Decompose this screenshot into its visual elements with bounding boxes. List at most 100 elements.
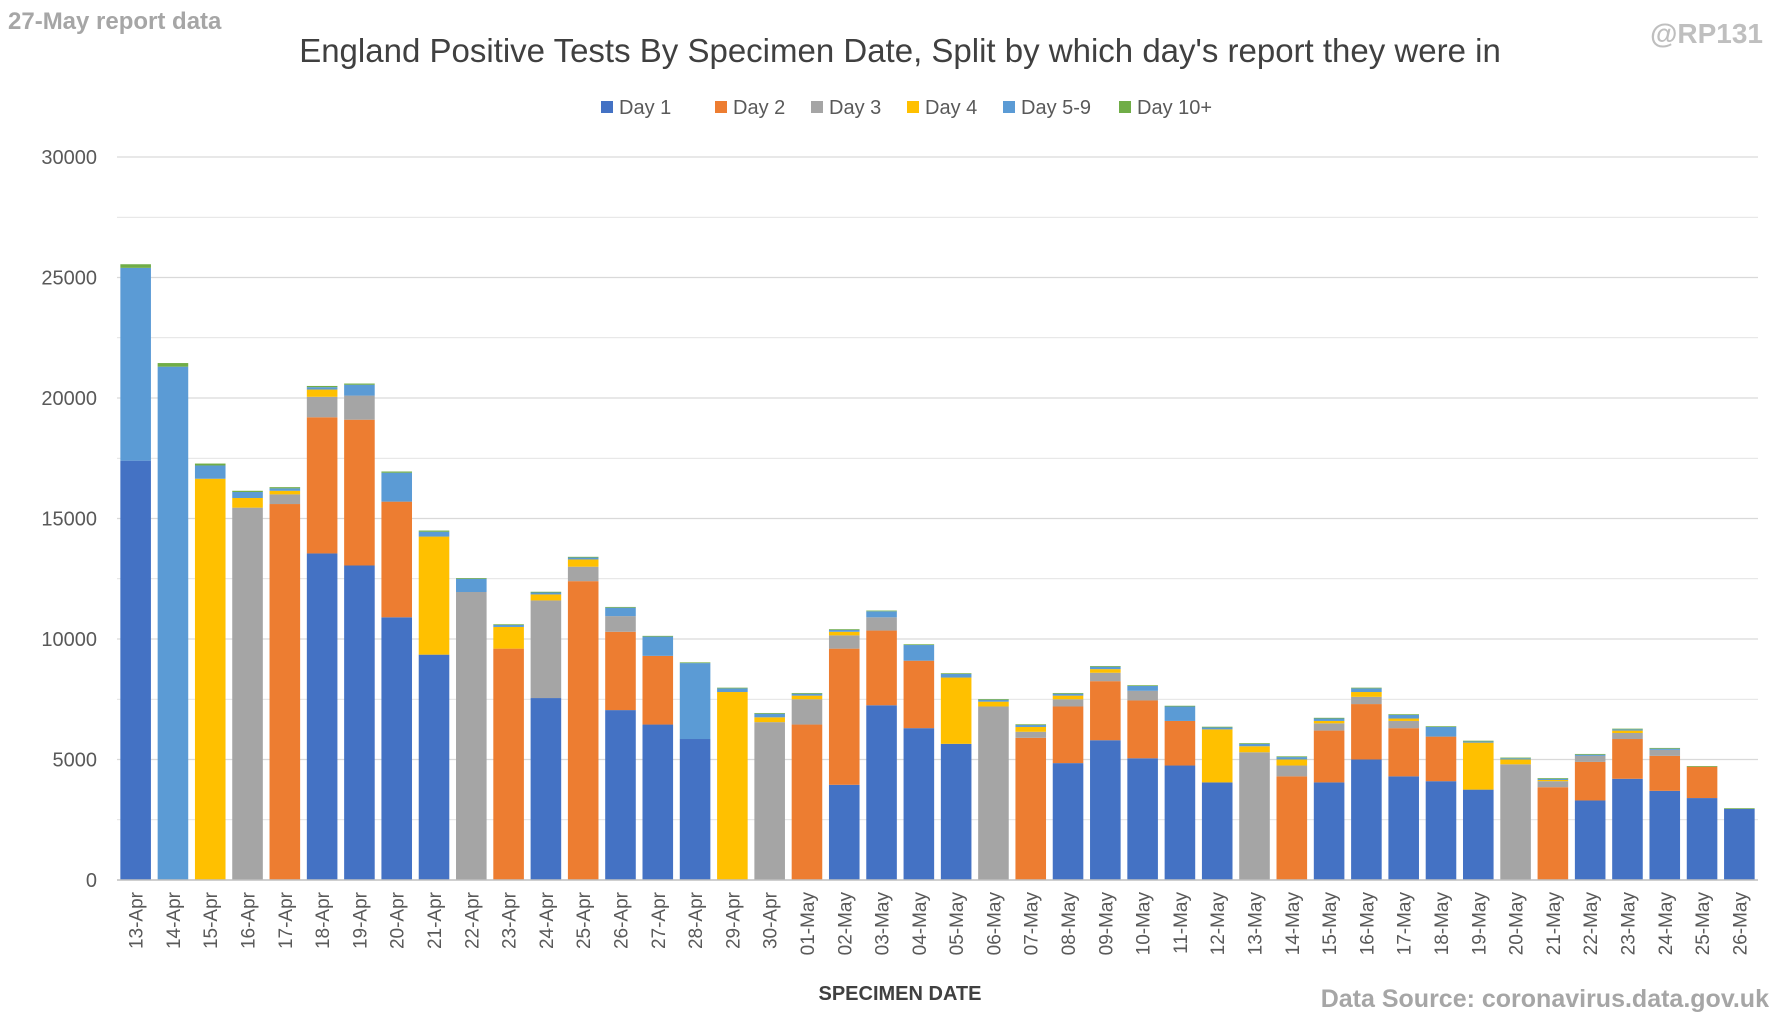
x-tick-label: 22-Apr (462, 891, 483, 949)
x-tick-label: 26-May (1730, 892, 1751, 956)
bar-segment (269, 487, 301, 489)
bar-segment (306, 396, 338, 418)
legend-label: Day 1 (619, 97, 671, 119)
bar-segment (1425, 736, 1457, 782)
bar-segment (1090, 672, 1121, 682)
bar-segment (567, 556, 599, 558)
bar-segment (1724, 808, 1755, 880)
bar-segment (828, 629, 860, 630)
bar-segment (940, 673, 972, 674)
legend-label: Day 4 (925, 97, 977, 119)
bar-segment (530, 592, 562, 595)
bar-segment (1537, 778, 1569, 779)
x-tick-label: 24-Apr (537, 891, 558, 949)
bar-segment (940, 677, 972, 744)
bar-segment (530, 594, 562, 601)
legend-label: Day 10+ (1137, 97, 1212, 119)
report-date-label: 27-May report data (8, 8, 222, 35)
bar-segment (940, 673, 972, 678)
x-tick-label: 26-Apr (611, 891, 632, 949)
bar-segment (1090, 665, 1121, 667)
x-tick-label: 14-May (1283, 892, 1304, 956)
bar-segment (903, 645, 935, 661)
bar-segment (754, 713, 785, 718)
bar-segment (381, 472, 413, 502)
bar-segment (269, 504, 301, 880)
bar-segment (605, 631, 636, 711)
bar-segment (1052, 706, 1084, 764)
bar-segment (866, 630, 897, 706)
bar-segment (1388, 776, 1419, 880)
bar-segment (1537, 787, 1569, 880)
bar-segment (1462, 740, 1494, 742)
bar-segment (381, 471, 413, 473)
bar-segment (1313, 782, 1345, 880)
bar-segment (1612, 728, 1643, 730)
bar-segment (605, 606, 636, 608)
bar-segment (567, 566, 599, 582)
data-source-label: Data Source: coronavirus.data.gov.uk (1320, 985, 1769, 1013)
x-tick-label: 07-May (1022, 892, 1043, 956)
x-tick-label: 02-May (835, 892, 856, 956)
bar-segment (866, 610, 897, 612)
y-tick-label: 10000 (41, 629, 97, 651)
bar-segment (978, 699, 1009, 700)
bar-segment (791, 693, 823, 696)
x-tick-label: 19-Apr (350, 891, 371, 949)
chart-title: England Positive Tests By Specimen Date,… (299, 32, 1501, 69)
x-tick-label: 11-May (1171, 892, 1192, 954)
bar-segment (1090, 681, 1121, 741)
bar-segment (456, 578, 487, 579)
x-tick-label: 27-Apr (649, 891, 670, 949)
x-tick-label: 19-May (1469, 892, 1490, 956)
bar-segment (605, 710, 636, 880)
bar-segment (1686, 766, 1718, 767)
x-axis-ticks: 13-Apr 14-Apr 15-Apr 16-Apr 17-Apr 18-Apr 19-A… (127, 891, 1752, 955)
y-tick-label: 15000 (41, 509, 97, 531)
bar-segment (1276, 759, 1308, 766)
y-tick-label: 25000 (41, 268, 97, 290)
bar-segment (1313, 718, 1345, 721)
bar-segment (530, 591, 562, 593)
x-tick-label: 01-May (798, 892, 819, 956)
bar-segment (642, 635, 674, 637)
bar-segment (1127, 700, 1158, 759)
legend-label: Day 3 (829, 97, 881, 119)
bar-segment (1425, 726, 1457, 737)
bar-segment (1649, 749, 1681, 756)
bar-segment (978, 706, 1009, 880)
x-tick-label: 25-May (1693, 892, 1714, 956)
bar-segment (1500, 759, 1531, 765)
legend-label: Day 5-9 (1021, 97, 1091, 119)
bar-segment (679, 739, 711, 880)
legend-item: Day 4 (907, 97, 977, 119)
x-tick-label: 25-Apr (574, 891, 595, 949)
bar-segment (1052, 695, 1084, 700)
bar-segment (232, 491, 263, 499)
bar-segment (1127, 685, 1158, 691)
bar-segment (120, 267, 151, 461)
bar-segment (1201, 782, 1233, 880)
x-tick-label: 12-May (1208, 892, 1229, 956)
x-tick-label: 18-Apr (313, 891, 334, 949)
bar-segment (1500, 758, 1531, 760)
legend-swatch (811, 101, 823, 113)
bar-segment (493, 624, 524, 626)
bar-segment (418, 531, 450, 537)
x-tick-label: 18-May (1432, 892, 1453, 956)
x-tick-label: 30-Apr (761, 891, 782, 949)
bar-segment (1574, 754, 1606, 756)
bar-segment (1612, 730, 1643, 733)
x-tick-label: 13-Apr (127, 891, 148, 949)
bar-segment (1239, 752, 1270, 880)
x-tick-label: 23-May (1618, 892, 1639, 956)
bar-segment (1201, 726, 1233, 728)
bar-segment (866, 617, 897, 631)
bar-segment (493, 625, 524, 627)
y-tick-label: 0 (86, 870, 97, 892)
bar-segment (1425, 781, 1457, 880)
bar-segment (194, 465, 226, 479)
x-tick-label: 04-May (910, 892, 931, 956)
x-tick-label: 28-Apr (686, 891, 707, 949)
